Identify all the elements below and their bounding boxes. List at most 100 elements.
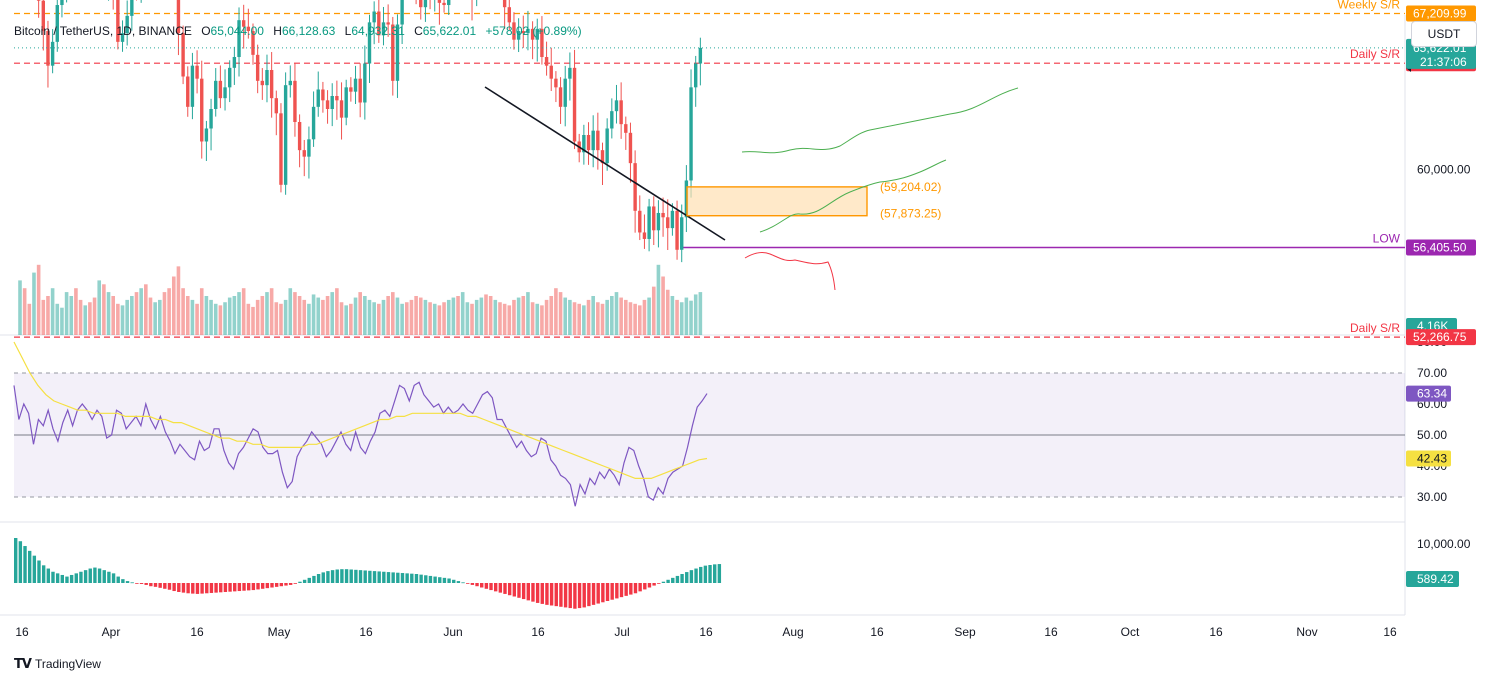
volume-bar [647, 297, 651, 335]
volume-bar [498, 302, 502, 335]
ohlc-header: Bitcoin / TetherUS, 1D, BINANCE O65,044.… [14, 24, 582, 38]
macd-bar [293, 583, 297, 584]
volume-bar [675, 299, 679, 335]
macd-bar [335, 569, 339, 583]
volume-bar [404, 302, 409, 335]
candle-body [125, 15, 129, 34]
macd-bar [209, 583, 214, 593]
macd-bar [177, 583, 181, 592]
volume-bar [176, 266, 181, 335]
macd-bar [163, 583, 167, 589]
volume-bar [251, 306, 255, 335]
candle-body [395, 24, 400, 81]
candle-body [260, 80, 265, 86]
x-axis-label: Apr [102, 625, 121, 639]
macd-bar [680, 574, 684, 583]
brand-name: TradingView [34, 657, 101, 671]
rsi-value-badge [1406, 385, 1451, 402]
macd-bar [699, 566, 703, 583]
volume-bar [22, 288, 27, 335]
volume-bar [591, 296, 595, 335]
volume-bar [665, 289, 670, 335]
macd-bar [531, 583, 535, 602]
volume-bar [279, 303, 283, 335]
macd-bar [312, 575, 316, 583]
candle-body [176, 0, 181, 34]
volume-bar [102, 284, 106, 335]
volume-bar [274, 302, 279, 335]
macd-bar [484, 583, 489, 589]
macd-bar [125, 581, 130, 583]
volume-bar [484, 294, 488, 335]
volume-bar [451, 297, 456, 335]
macd-bar [321, 572, 325, 583]
candle-body [526, 28, 530, 34]
volume-bar [586, 299, 591, 335]
tradingview-logo[interactable]: 𝗧𝗩 TradingView [14, 656, 101, 672]
volume-bar [204, 296, 209, 335]
volume-bar [446, 299, 451, 335]
x-axis-label: Jul [614, 625, 629, 639]
macd-bar [349, 569, 353, 583]
candle-body [241, 20, 246, 27]
candle-body [596, 130, 600, 151]
macd-bar [307, 577, 311, 583]
volume-bar [120, 305, 125, 335]
volume-bar [642, 299, 647, 335]
volume-bar [432, 303, 437, 335]
volume-bar [246, 303, 251, 335]
volume-bar [493, 299, 498, 335]
macd-bar [601, 583, 605, 603]
macd-bar [223, 583, 228, 592]
volume-bar [307, 303, 311, 335]
macd-bar [442, 577, 447, 583]
candle-body [568, 67, 572, 79]
volume-bar [293, 292, 297, 335]
volume-bar [684, 297, 689, 335]
candle-body [288, 80, 292, 86]
macd-bar [675, 575, 680, 583]
macd-bar [661, 581, 666, 583]
candle-body [563, 78, 567, 107]
volume-bar [423, 299, 428, 335]
volume-bar [111, 296, 115, 335]
volume-bar [437, 305, 442, 335]
currency-selector[interactable]: USDT [1411, 21, 1477, 47]
macd-bar [93, 567, 97, 583]
rsi-tick-label: 50.00 [1417, 428, 1447, 442]
level-name-label: Daily S/R [1350, 321, 1400, 335]
macd-bar [512, 583, 517, 597]
macd-bar [475, 583, 479, 587]
volume-bar [190, 299, 195, 335]
volume-bar [470, 303, 474, 335]
candle-body [274, 98, 278, 114]
candle-body [610, 111, 614, 129]
volume-bar [582, 305, 586, 335]
countdown-label: 21:37:06 [1420, 55, 1467, 69]
volume-bar [144, 284, 148, 335]
volume-bar [162, 292, 167, 335]
candle-body [642, 232, 647, 239]
candle-body [680, 217, 684, 250]
macd-bar [37, 560, 41, 583]
open-value: 65,044.00 [210, 24, 264, 38]
macd-bar [666, 579, 670, 583]
candle-body [190, 65, 195, 107]
volume-bar [223, 302, 227, 335]
macd-bar [466, 583, 470, 584]
macd-bar [256, 583, 260, 590]
candle-body [554, 78, 558, 88]
macd-bar [424, 575, 428, 583]
x-axis-label: Aug [782, 625, 803, 639]
volume-bar [521, 296, 526, 335]
volume-bar [460, 292, 465, 335]
macd-bar [535, 583, 540, 603]
volume-bar [367, 299, 372, 335]
volume-bar [125, 299, 129, 335]
x-axis-label: 16 [699, 625, 713, 639]
macd-bar [149, 583, 153, 587]
candle-body [600, 150, 605, 164]
volume-bar [418, 297, 423, 335]
x-axis-label: 16 [1209, 625, 1223, 639]
